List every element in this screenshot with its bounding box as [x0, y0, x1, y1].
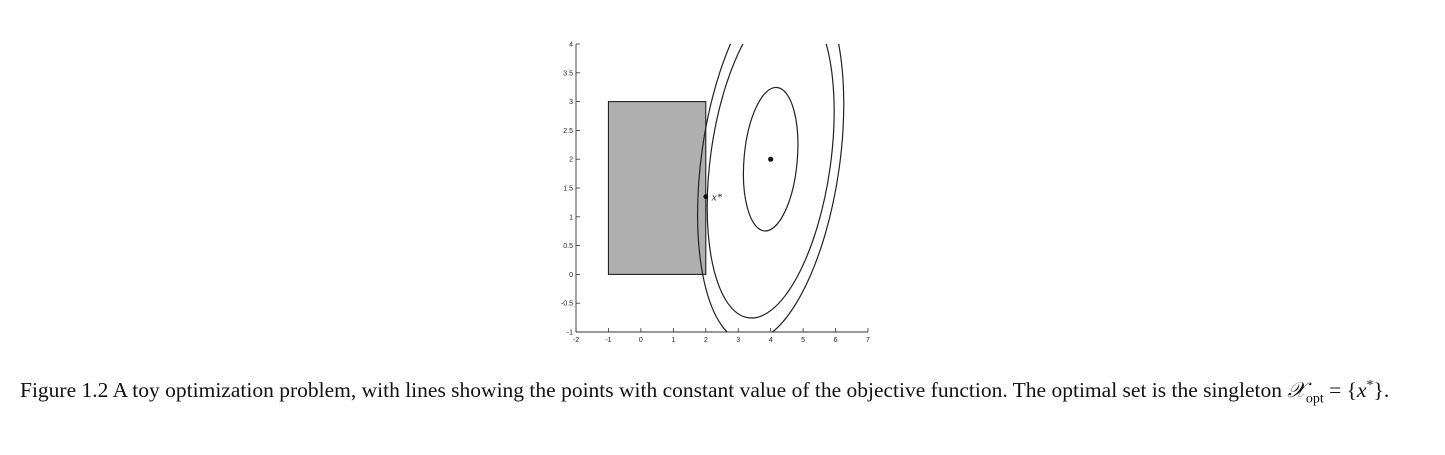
caption-text: A toy optimization problem, with lines s… [112, 378, 1282, 403]
contour-line-1 [742, 86, 799, 232]
caption-label: Figure 1.2 [20, 378, 109, 403]
optimal-point-star: * [1366, 378, 1374, 393]
x-tick-label: 2 [704, 337, 708, 344]
y-tick-label: 0.5 [563, 243, 573, 250]
contour-lines-layer [696, 44, 845, 332]
feasible-region-layer [607, 101, 707, 275]
y-tick-label: 1.5 [563, 186, 573, 193]
y-tick-label: 3.5 [563, 70, 573, 77]
contour-figure: -2 -1 0 1 2 3 4 5 6 7 -1 -0.5 0 0.5 1 1.5 2 2.5 3 3.5 4 x* [540, 36, 880, 348]
x-tick-label: 5 [801, 337, 805, 344]
y-tick-label: 0 [569, 272, 573, 279]
y-tick-label: 3 [569, 99, 573, 106]
x-tick-label: 0 [639, 337, 643, 344]
y-tick-label: -0.5 [561, 301, 573, 308]
optimal-point-dot [703, 194, 709, 200]
optimal-point-label: x* [711, 192, 723, 204]
set-open-brace: { [1346, 378, 1357, 403]
set-close-brace: }. [1373, 378, 1390, 403]
feasible-set-rect [607, 101, 707, 275]
points-layer: x* [703, 156, 774, 204]
y-tick-label: -1 [567, 330, 573, 337]
optimal-set-subscript: opt [1305, 391, 1324, 407]
figure-caption: Figure 1.2 A toy optimization problem, w… [20, 369, 1420, 415]
optimal-set-symbol: 𝒳 [1287, 378, 1306, 403]
x-tick-label: 6 [834, 337, 838, 344]
x-tick-label: -1 [605, 337, 611, 344]
contour-plot: -2 -1 0 1 2 3 4 5 6 7-1-0.500.511.522.533.54 x* [561, 42, 870, 345]
x-tick-label: 3 [736, 337, 740, 344]
x-tick-label: 4 [769, 337, 773, 344]
optimal-point-symbol: x [1356, 378, 1367, 403]
y-tick-label: 2.5 [563, 128, 573, 135]
caption-equals: = [1329, 378, 1342, 403]
x-tick-label: -2 [573, 337, 579, 344]
contour-line-2 [706, 44, 835, 319]
unconstrained-minimum-dot [768, 156, 774, 162]
y-tick-label: 4 [569, 42, 573, 49]
y-tick-label: 1 [569, 214, 573, 221]
axes-layer: -2 -1 0 1 2 3 4 5 6 7-1-0.500.511.522.533.54 [561, 42, 870, 345]
x-tick-label: 7 [866, 337, 870, 344]
contour-line-3 [696, 44, 845, 332]
x-tick-label: 1 [671, 337, 675, 344]
y-tick-label: 2 [569, 157, 573, 164]
